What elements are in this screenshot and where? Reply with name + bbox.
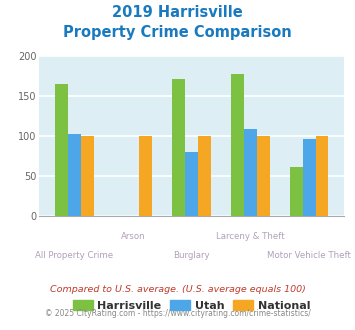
Bar (316, 136, 328, 216)
Bar (140, 136, 152, 216)
Text: © 2025 CityRating.com - https://www.cityrating.com/crime-statistics/: © 2025 CityRating.com - https://www.city… (45, 309, 310, 317)
Text: All Property Crime: All Property Crime (35, 251, 113, 260)
Text: Motor Vehicle Theft: Motor Vehicle Theft (267, 251, 351, 260)
Bar (185, 152, 198, 216)
Text: Property Crime Comparison: Property Crime Comparison (63, 25, 292, 40)
Text: Larceny & Theft: Larceny & Theft (216, 232, 285, 241)
Legend: Harrisville, Utah, National: Harrisville, Utah, National (69, 295, 315, 315)
Bar (244, 129, 257, 216)
Text: Compared to U.S. average. (U.S. average equals 100): Compared to U.S. average. (U.S. average … (50, 285, 305, 294)
Bar (55, 84, 68, 216)
Bar (257, 136, 270, 216)
Bar (172, 79, 185, 216)
Text: 2019 Harrisville: 2019 Harrisville (112, 5, 243, 20)
Text: Burglary: Burglary (173, 251, 210, 260)
Bar (231, 74, 244, 216)
Bar (303, 139, 316, 216)
Bar (81, 136, 94, 216)
Bar (290, 167, 303, 216)
Text: Arson: Arson (121, 232, 145, 241)
Bar (198, 136, 211, 216)
Bar (68, 134, 81, 216)
